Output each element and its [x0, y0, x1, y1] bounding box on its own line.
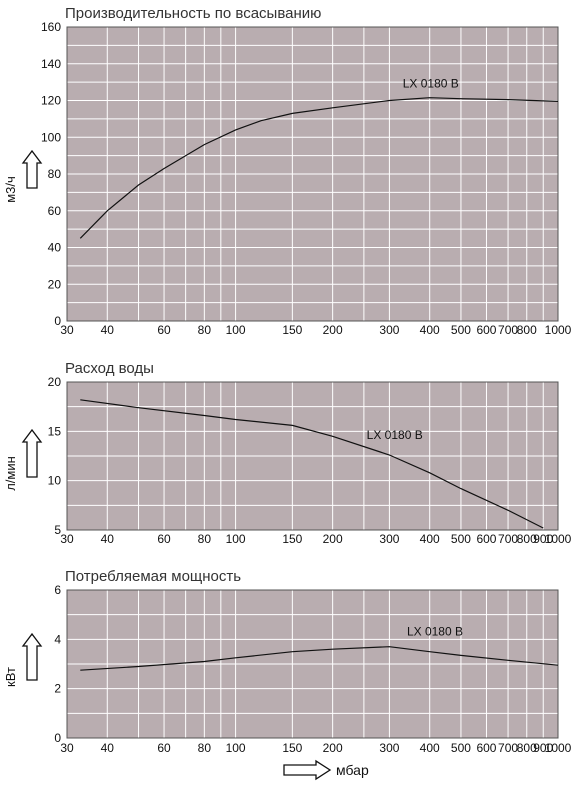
x-tick-label: 60: [157, 741, 171, 755]
y-axis-label: кВт: [3, 667, 18, 687]
y-axis-label: м3/ч: [3, 176, 18, 203]
plot-frame: [66, 26, 559, 322]
x-tick-label: 900: [533, 741, 553, 755]
x-tick-label: 30: [60, 323, 74, 337]
x-tick-label: 400: [420, 532, 440, 546]
y-tick-label: 6: [54, 583, 61, 597]
x-tick-label: 60: [157, 532, 171, 546]
x-tick-label: 150: [282, 532, 302, 546]
x-tick-label: 500: [451, 741, 471, 755]
x-tick-label: 100: [226, 532, 246, 546]
x-tick-label: 500: [451, 532, 471, 546]
chart-title: Расход воды: [65, 360, 154, 377]
y-tick-label: 60: [48, 204, 62, 218]
y-tick-label: 20: [48, 277, 62, 291]
x-tick-label: 800: [517, 323, 537, 337]
series-line: [80, 399, 544, 529]
y-tick-label: 140: [41, 57, 61, 71]
chart-panel-1: Производительность по всасыванию 0 20 40 60 8…: [3, 5, 572, 337]
x-tick-label: 60: [157, 323, 171, 337]
x-tick-label: 150: [282, 323, 302, 337]
y-tick-label: 2: [54, 682, 61, 696]
y-tick-label: 20: [48, 375, 62, 389]
x-tick-label: 300: [379, 741, 399, 755]
x-tick-label: 400: [420, 741, 440, 755]
y-axis-label: л/мин: [3, 456, 18, 491]
x-tick-label: 100: [226, 741, 246, 755]
chart-panel-2: Расход воды 5 10 15 20 30 40 60 80 100 150 200 300 40…: [3, 360, 572, 546]
y-tick-label: 160: [41, 20, 61, 34]
x-tick-label: 40: [101, 323, 115, 337]
x-tick-label: 40: [101, 741, 115, 755]
x-tick-label: 800: [517, 741, 537, 755]
x-tick-label: 80: [198, 741, 212, 755]
y-tick-label: 40: [48, 241, 62, 255]
y-tick-label: 5: [54, 523, 61, 537]
y-tick-label: 80: [48, 167, 62, 181]
series-annotation: LX 0180 B: [403, 77, 459, 91]
x-tick-label: 500: [451, 323, 471, 337]
x-tick-label: 1000: [545, 532, 572, 546]
series-line: [79, 97, 559, 239]
x-tick-label: 30: [60, 741, 74, 755]
x-tick-label: 200: [323, 532, 343, 546]
y-tick-label: 4: [54, 632, 61, 646]
y-tick-label: 120: [41, 94, 61, 108]
x-tick-label: 80: [198, 532, 212, 546]
chart-panel-3: Потребляемая мощность 0 2 4 6 30 40 60 80 100 150 2…: [3, 568, 572, 755]
y-axis-arrow-icon: [21, 632, 43, 681]
x-tick-label: 300: [379, 532, 399, 546]
x-tick-label: 100: [226, 323, 246, 337]
series-annotation: LX 0180 B: [407, 625, 463, 639]
x-tick-label: 150: [282, 741, 302, 755]
x-tick-label: 700: [498, 532, 518, 546]
plot-frame: [66, 589, 559, 739]
x-tick-label: 700: [498, 323, 518, 337]
chart-title: Производительность по всасыванию: [65, 5, 321, 22]
y-axis-arrow-icon: [21, 149, 43, 189]
x-tick-label: 900: [533, 532, 553, 546]
x-tick-label: 600: [476, 323, 496, 337]
x-tick-label: 800: [517, 532, 537, 546]
chart-title: Потребляемая мощность: [65, 568, 241, 585]
x-axis-unit-label: мбар: [336, 762, 369, 778]
x-tick-label: 600: [476, 532, 496, 546]
x-tick-label: 600: [476, 741, 496, 755]
x-tick-label: 200: [323, 323, 343, 337]
y-tick-label: 100: [41, 130, 61, 144]
plot-frame: [66, 381, 559, 531]
series-line: [80, 646, 559, 671]
y-tick-label: 15: [48, 424, 62, 438]
x-tick-label: 80: [198, 323, 212, 337]
x-tick-label: 1000: [545, 741, 572, 755]
x-tick-label: 40: [101, 532, 115, 546]
y-tick-label: 0: [54, 731, 61, 745]
x-tick-label: 400: [420, 323, 440, 337]
y-tick-label: 0: [54, 314, 61, 328]
y-tick-label: 10: [48, 474, 62, 488]
x-tick-label: 30: [60, 532, 74, 546]
x-tick-label: 300: [379, 323, 399, 337]
x-axis-arrow-icon: [283, 759, 332, 781]
x-tick-label: 200: [323, 741, 343, 755]
x-tick-label: 1000: [545, 323, 572, 337]
series-annotation: LX 0180 B: [367, 428, 423, 442]
x-tick-label: 700: [498, 741, 518, 755]
y-axis-arrow-icon: [21, 428, 43, 478]
